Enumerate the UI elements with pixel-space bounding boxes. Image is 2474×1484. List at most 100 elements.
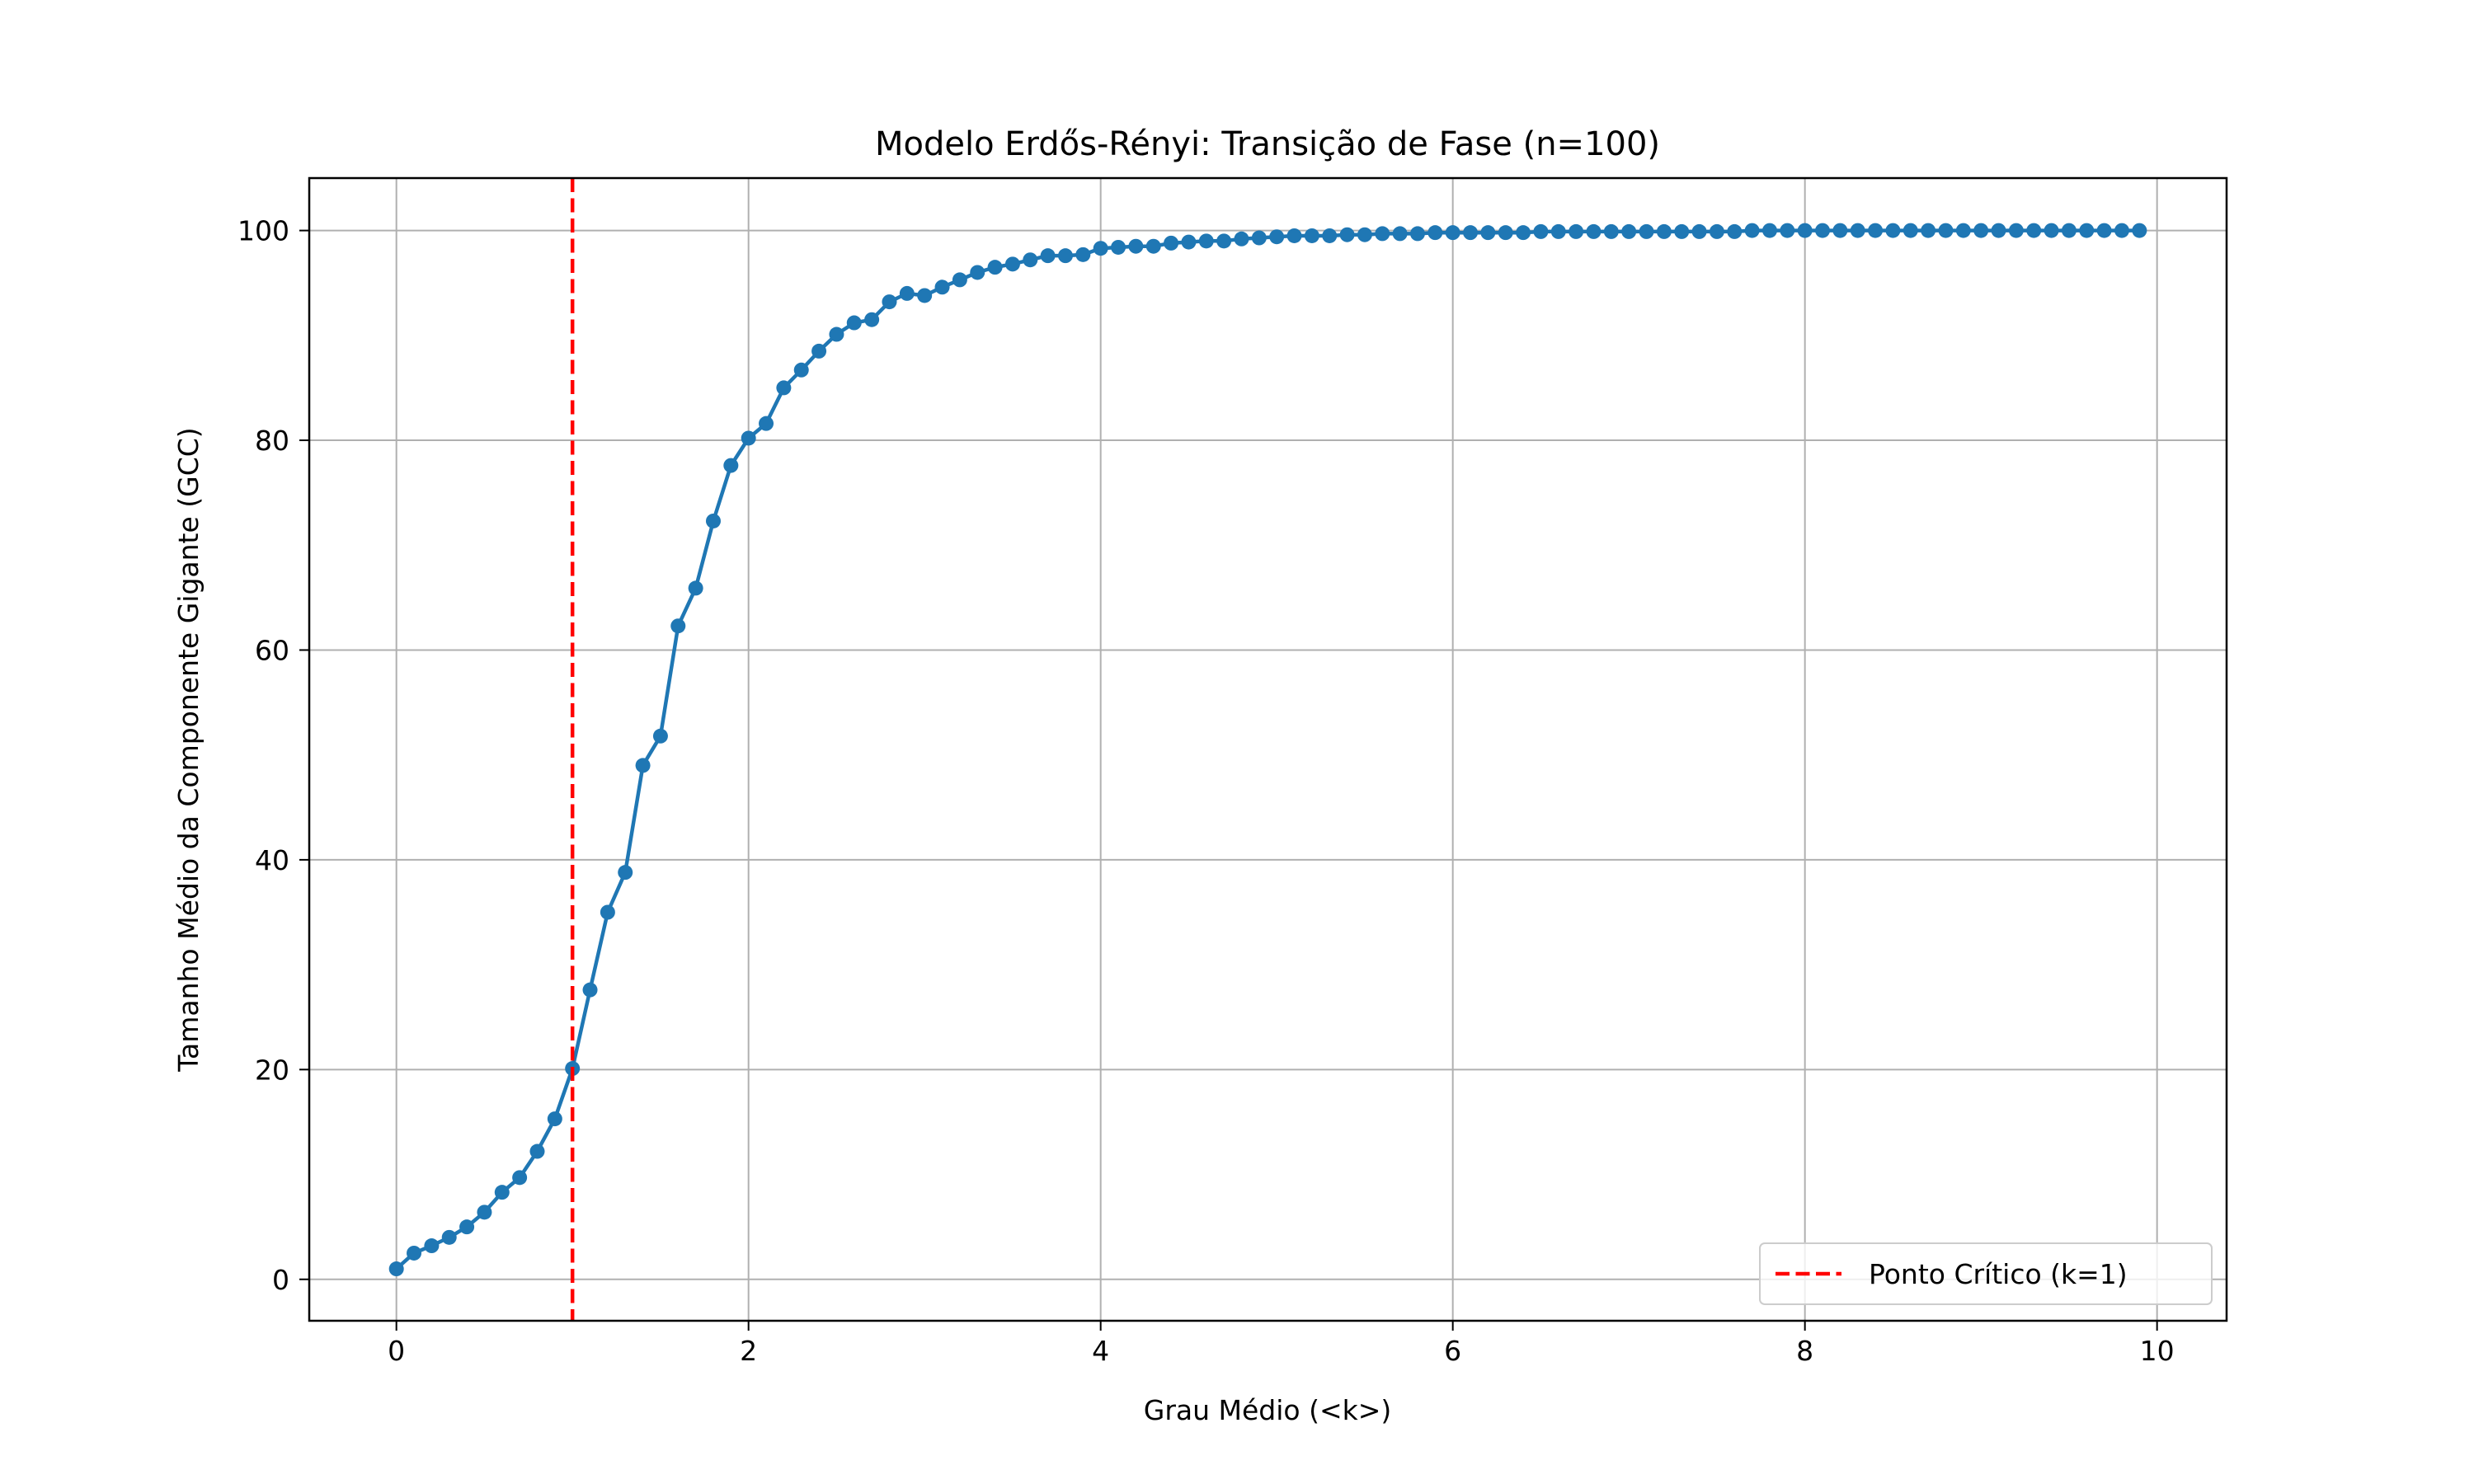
- y-tick-label: 80: [255, 425, 289, 457]
- data-point: [1004, 256, 1020, 272]
- data-point: [705, 513, 721, 528]
- data-point: [1903, 223, 1918, 238]
- data-point: [1744, 223, 1760, 238]
- x-tick-label: 0: [388, 1335, 405, 1367]
- data-point: [1709, 223, 1724, 239]
- data-point: [2114, 223, 2129, 238]
- data-point: [1516, 225, 1531, 241]
- data-point: [582, 982, 598, 998]
- data-point: [1832, 223, 1848, 238]
- data-point: [1780, 223, 1795, 238]
- legend-box: [1759, 1242, 2213, 1305]
- data-point: [618, 865, 633, 881]
- data-point: [829, 326, 844, 342]
- series-line: [395, 228, 2140, 1270]
- data-point: [1145, 238, 1161, 254]
- data-point: [529, 1144, 545, 1159]
- data-point: [2061, 223, 2077, 238]
- data-point: [1093, 241, 1108, 256]
- data-point: [652, 728, 668, 744]
- data-point: [1216, 233, 1232, 249]
- data-point: [494, 1185, 510, 1200]
- data-point: [1286, 228, 1302, 243]
- data-point: [1921, 223, 1936, 238]
- data-point: [1621, 223, 1637, 239]
- data-point: [407, 1245, 422, 1261]
- data-point: [1304, 228, 1319, 243]
- data-point: [1392, 226, 1408, 242]
- data-point: [1885, 223, 1901, 238]
- data-point: [1463, 225, 1479, 241]
- data-point: [934, 279, 950, 295]
- y-tick-label: 60: [255, 634, 289, 666]
- data-point: [970, 265, 985, 280]
- data-point: [547, 1111, 562, 1127]
- data-point: [1339, 227, 1355, 242]
- data-point: [1674, 223, 1690, 239]
- data-point: [1955, 223, 1971, 238]
- y-tick-label: 100: [238, 215, 289, 247]
- data-point: [1603, 223, 1619, 239]
- data-point: [864, 312, 880, 327]
- data-point: [846, 315, 862, 331]
- x-tick-label: 8: [1796, 1335, 1813, 1367]
- x-tick-label: 6: [1444, 1335, 1461, 1367]
- data-point: [899, 285, 915, 301]
- data-point: [1251, 230, 1267, 246]
- data-point: [1164, 235, 1179, 251]
- data-point: [459, 1219, 475, 1235]
- data-point: [477, 1205, 492, 1220]
- data-point: [2096, 223, 2112, 238]
- data-point: [793, 362, 809, 378]
- y-tick-label: 20: [255, 1054, 289, 1086]
- data-point: [1128, 238, 1144, 254]
- x-axis-label: Grau Médio (<k>): [1144, 1394, 1392, 1426]
- data-point: [2026, 223, 2042, 238]
- data-point: [1375, 226, 1390, 242]
- data-point: [1040, 248, 1056, 264]
- data-point: [1973, 223, 1989, 238]
- x-tick-label: 4: [1092, 1335, 1109, 1367]
- data-point: [1550, 223, 1566, 239]
- data-point: [1445, 225, 1460, 241]
- data-point: [1234, 231, 1249, 247]
- series-group: [388, 223, 2147, 1277]
- data-point: [1815, 223, 1831, 238]
- data-point: [424, 1238, 440, 1254]
- data-point: [1938, 223, 1954, 238]
- data-point: [1761, 223, 1777, 238]
- data-point: [1480, 225, 1496, 241]
- data-point: [1198, 233, 1214, 249]
- data-point: [917, 288, 933, 303]
- data-point: [1357, 227, 1372, 242]
- data-point: [1586, 223, 1602, 239]
- data-point: [776, 380, 792, 396]
- data-point: [1427, 225, 1443, 241]
- data-point: [1023, 252, 1038, 268]
- data-point: [1639, 223, 1654, 239]
- data-point: [1057, 248, 1073, 264]
- data-point: [1075, 247, 1091, 262]
- chart-title: Modelo Erdős-Rényi: Transição de Fase (n…: [875, 125, 1660, 163]
- y-tick-label: 40: [255, 844, 289, 876]
- legend-critical-label: Ponto Crítico (k=1): [1869, 1258, 2128, 1290]
- data-point: [1727, 223, 1743, 239]
- data-point: [388, 1261, 404, 1277]
- data-point: [600, 904, 615, 920]
- data-point: [1691, 223, 1707, 239]
- data-point: [1111, 239, 1126, 255]
- data-point: [987, 260, 1003, 275]
- data-point: [1409, 226, 1425, 242]
- data-point: [723, 458, 739, 473]
- y-tick-label: 0: [272, 1264, 289, 1296]
- data-point: [1656, 223, 1672, 239]
- data-point: [759, 416, 774, 431]
- data-point: [1569, 223, 1584, 239]
- x-tick-label: 10: [2140, 1335, 2175, 1367]
- data-point: [882, 294, 897, 310]
- data-point: [512, 1170, 528, 1186]
- plot-background: [309, 178, 2227, 1321]
- data-point: [635, 758, 651, 773]
